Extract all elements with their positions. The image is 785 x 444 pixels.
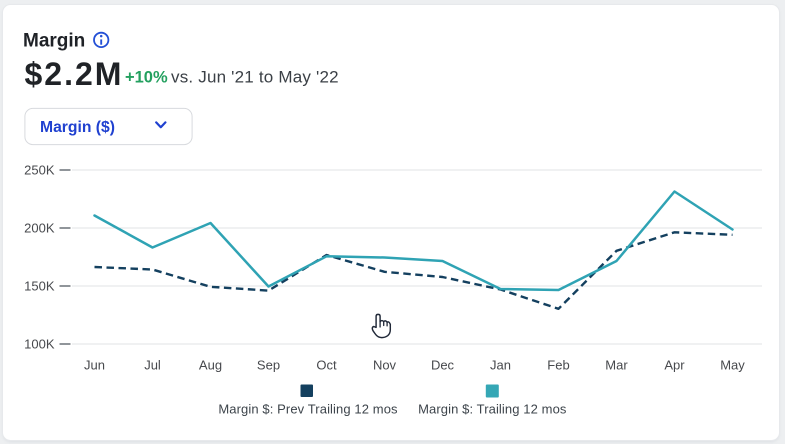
svg-text:Oct: Oct bbox=[316, 358, 337, 373]
svg-text:vs. Jun '21 to May '22: vs. Jun '21 to May '22 bbox=[171, 68, 339, 87]
svg-text:Mar: Mar bbox=[605, 358, 628, 373]
svg-text:Jan: Jan bbox=[490, 358, 511, 373]
svg-text:Margin ($): Margin ($) bbox=[40, 119, 115, 136]
svg-text:Dec: Dec bbox=[431, 358, 455, 373]
svg-text:Margin $: Trailing 12 mos: Margin $: Trailing 12 mos bbox=[418, 402, 567, 417]
svg-text:250K: 250K bbox=[24, 163, 55, 178]
svg-text:150K: 150K bbox=[24, 279, 55, 294]
svg-text:Jun: Jun bbox=[84, 358, 105, 373]
svg-text:Nov: Nov bbox=[373, 358, 397, 373]
svg-text:Sep: Sep bbox=[257, 358, 280, 373]
svg-text:Feb: Feb bbox=[547, 358, 569, 373]
svg-text:100K: 100K bbox=[24, 337, 55, 352]
svg-text:$2.2M: $2.2M bbox=[25, 56, 124, 92]
svg-text:200K: 200K bbox=[24, 221, 55, 236]
svg-text:Jul: Jul bbox=[144, 358, 161, 373]
svg-text:+10%: +10% bbox=[125, 68, 168, 86]
svg-text:Apr: Apr bbox=[664, 358, 685, 373]
svg-text:Margin: Margin bbox=[23, 31, 85, 52]
svg-text:Margin $: Prev Trailing 12 mos: Margin $: Prev Trailing 12 mos bbox=[218, 402, 398, 417]
svg-text:Aug: Aug bbox=[199, 358, 222, 373]
svg-text:May: May bbox=[720, 358, 745, 373]
